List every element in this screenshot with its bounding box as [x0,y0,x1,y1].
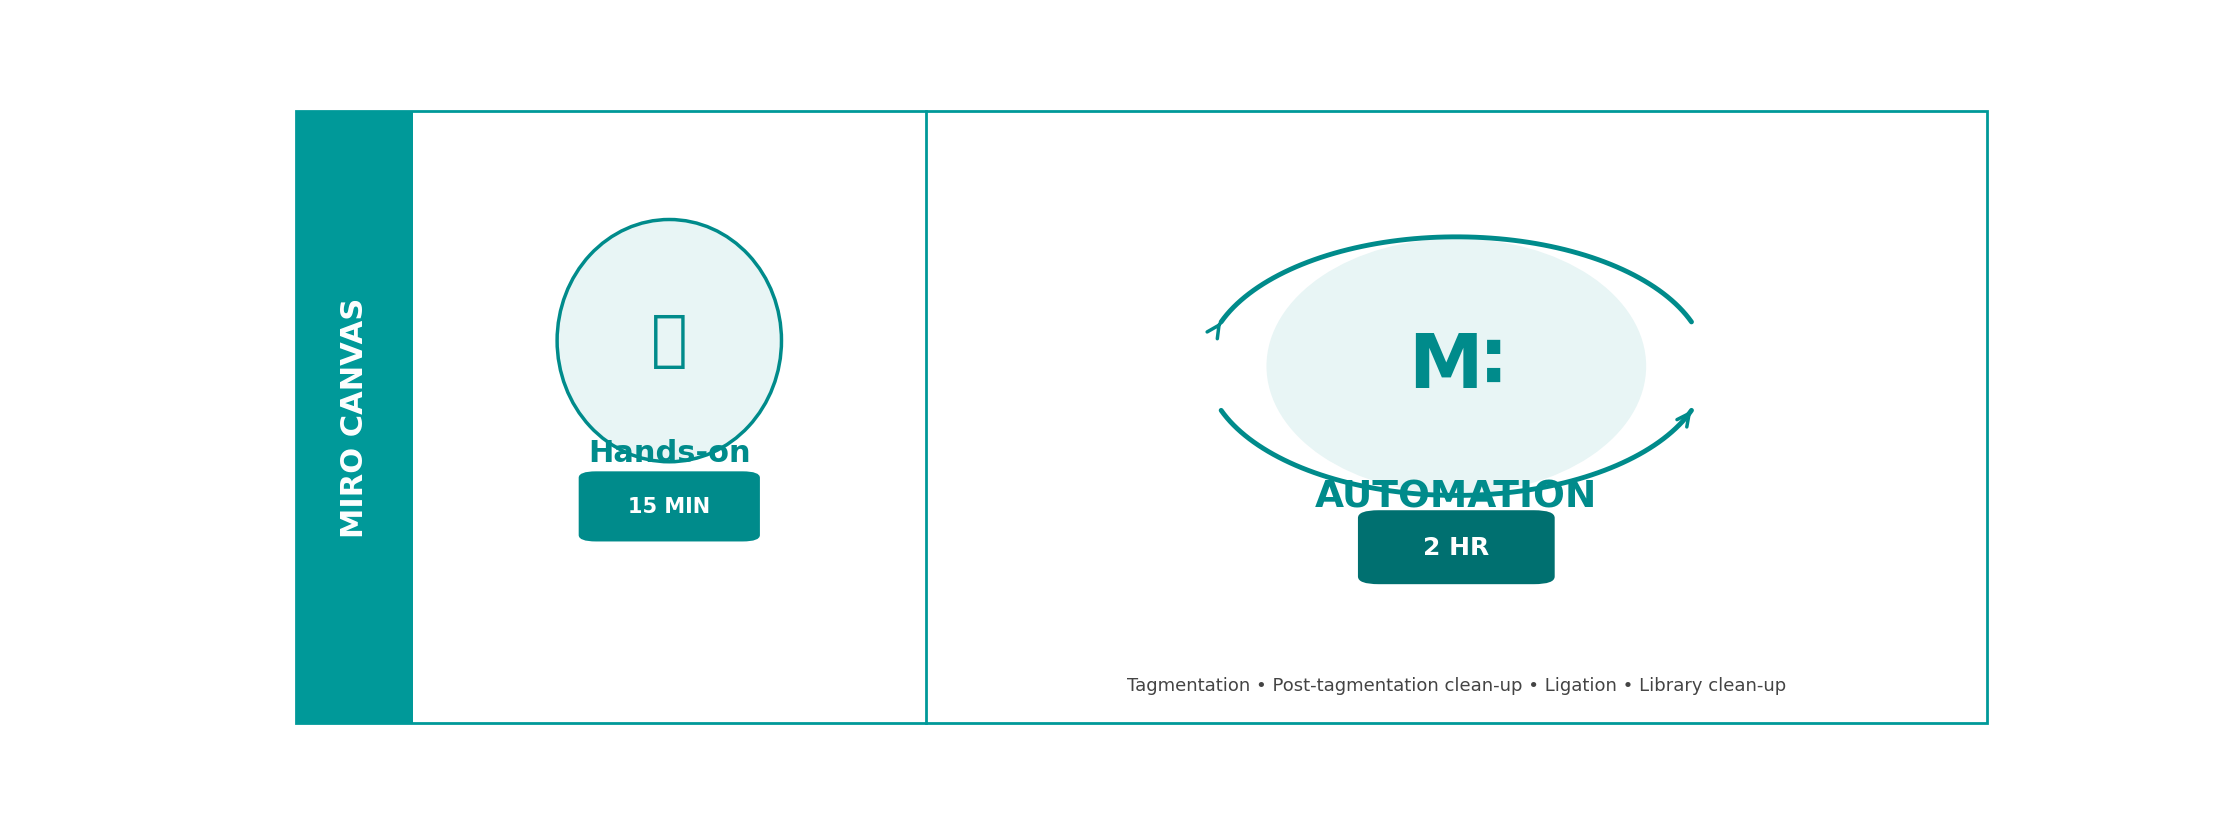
Text: Hands-on: Hands-on [588,438,750,467]
FancyBboxPatch shape [296,112,1986,724]
Text: 2 HR: 2 HR [1423,536,1490,560]
Text: 15 MIN: 15 MIN [628,497,710,517]
Text: Tagmentation • Post-tagmentation clean-up • Ligation • Library clean-up: Tagmentation • Post-tagmentation clean-u… [1127,676,1786,694]
Text: AUTOMATION: AUTOMATION [1316,480,1597,515]
FancyBboxPatch shape [296,112,412,724]
Text: MIRO CANVAS: MIRO CANVAS [341,298,370,538]
Ellipse shape [557,220,782,462]
Text: ✋: ✋ [650,312,688,370]
Ellipse shape [1267,239,1646,494]
Text: M∶: M∶ [1407,330,1505,403]
FancyBboxPatch shape [1358,510,1554,585]
FancyBboxPatch shape [579,471,759,542]
